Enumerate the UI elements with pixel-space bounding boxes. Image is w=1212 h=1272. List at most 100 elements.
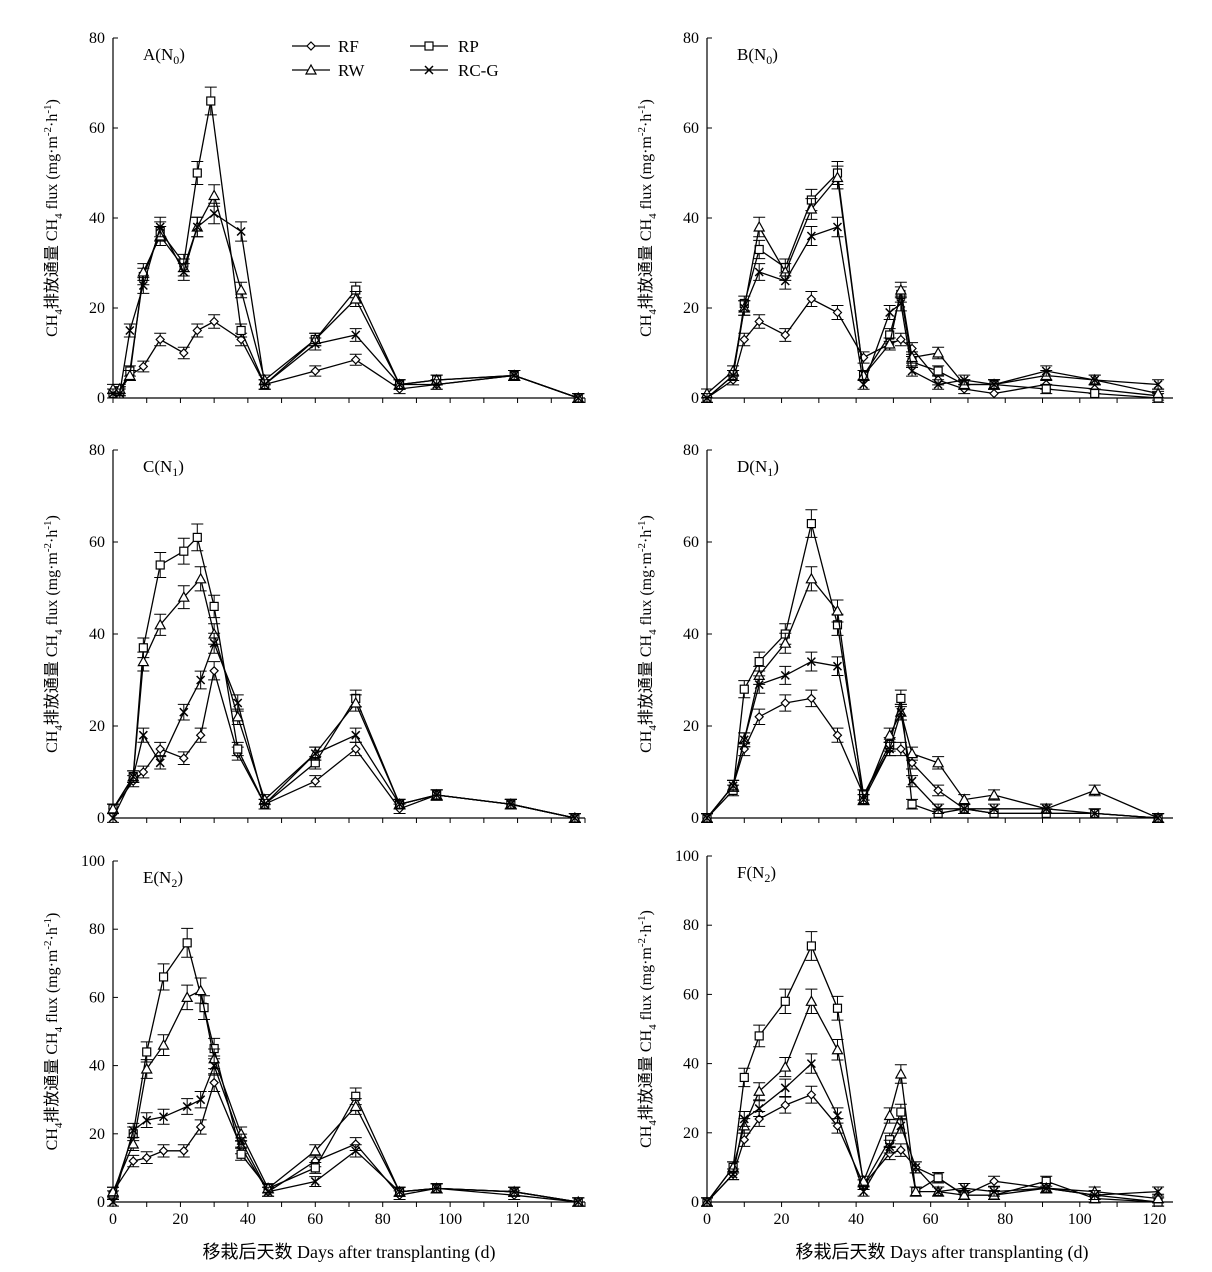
x-tick-label: 80 — [375, 1211, 391, 1228]
legend-item-RF: RF — [292, 37, 359, 56]
data-point — [831, 171, 844, 183]
data-point — [988, 788, 1001, 800]
data-point — [806, 941, 816, 951]
data-point — [127, 1137, 140, 1149]
y-tick-label: 0 — [691, 810, 699, 827]
data-point — [123, 369, 136, 381]
data-point — [780, 1083, 790, 1093]
y-axis-label: CH4排放通量 CH4 flux (mg·m-2·h-1) — [636, 515, 659, 753]
data-point — [932, 346, 945, 358]
data-point — [195, 1122, 206, 1132]
series-line — [706, 171, 1159, 399]
data-point — [832, 661, 843, 671]
y-tick-label: 60 — [89, 989, 105, 1006]
data-point — [753, 220, 766, 232]
legend-label: RP — [458, 37, 479, 56]
data-point — [754, 680, 764, 690]
data-point — [209, 1077, 219, 1088]
series-line — [113, 212, 579, 399]
data-point — [896, 744, 906, 754]
data-point — [125, 325, 135, 336]
data-point — [350, 354, 361, 365]
x-tick-label: 40 — [848, 1211, 864, 1228]
legend-marker — [306, 41, 316, 51]
y-tick-label: 60 — [89, 534, 105, 551]
data-point — [192, 222, 202, 232]
series-line — [706, 577, 1159, 819]
data-point — [832, 307, 843, 318]
y-axis-label: CH4排放通量 CH4 flux (mg·m-2·h-1) — [42, 515, 65, 753]
data-point — [209, 601, 219, 612]
series-RP — [107, 523, 581, 823]
data-point — [907, 366, 917, 376]
data-point — [179, 707, 189, 717]
y-tick-label: 20 — [89, 718, 105, 735]
data-point — [1153, 379, 1163, 390]
data-point — [739, 1072, 749, 1083]
data-point — [142, 1115, 152, 1125]
data-point — [896, 693, 906, 704]
series-RW — [700, 165, 1165, 399]
panel-B: 0 20 40 60 80 B(N0) — [683, 30, 1173, 407]
series-RC-G — [107, 202, 585, 403]
y-axis-label: CH4排放通量 CH4 flux (mg·m-2·h-1) — [636, 99, 659, 337]
data-point — [883, 337, 896, 349]
data-point — [178, 753, 189, 764]
panel-A: 0 20 40 60 80 A(N0) — [89, 30, 586, 407]
series-RC-G — [701, 651, 1165, 823]
data-point — [933, 366, 943, 376]
series-RW — [106, 566, 581, 823]
panel-label: B(N0) — [737, 45, 778, 67]
x-tick-label: 60 — [307, 1211, 323, 1228]
y-tick-label: 60 — [683, 986, 699, 1003]
data-point — [509, 1187, 519, 1197]
data-point — [728, 370, 738, 381]
series-line — [113, 193, 579, 399]
data-point — [911, 1162, 921, 1172]
series-line — [706, 999, 1159, 1203]
data-point — [832, 1003, 843, 1013]
data-point — [231, 710, 244, 722]
x-tick-label: 0 — [703, 1211, 711, 1228]
data-point — [236, 1136, 246, 1146]
data-point — [1041, 804, 1051, 814]
data-point — [209, 638, 219, 648]
legend-item-RW: RW — [292, 61, 365, 80]
data-point — [832, 222, 843, 232]
series-line — [112, 941, 579, 1203]
y-axis-label: CH4排放通量 CH4 flux (mg·m-2·h-1) — [42, 99, 65, 337]
data-point — [1153, 1187, 1163, 1197]
data-point — [155, 560, 165, 570]
series-line — [706, 523, 1159, 819]
data-point — [702, 813, 712, 823]
data-point — [178, 1146, 189, 1156]
data-point — [209, 208, 219, 219]
data-point — [310, 776, 321, 787]
data-point — [806, 1059, 816, 1069]
y-tick-label: 100 — [81, 853, 105, 870]
data-point — [128, 772, 138, 782]
series-RP — [701, 931, 1165, 1207]
data-point — [883, 1109, 896, 1121]
data-point — [989, 379, 999, 390]
data-point — [349, 696, 362, 708]
y-tick-label: 0 — [97, 1194, 105, 1211]
data-point — [702, 393, 712, 403]
data-point — [1090, 375, 1100, 385]
data-point — [739, 1134, 750, 1145]
data-point — [805, 995, 818, 1006]
data-point — [233, 698, 243, 708]
y-tick-label: 80 — [89, 442, 105, 459]
y-tick-label: 80 — [89, 30, 105, 47]
x-tick-label: 80 — [997, 1211, 1013, 1228]
data-point — [155, 334, 166, 345]
data-point — [1090, 1190, 1100, 1200]
data-point — [859, 1187, 869, 1197]
data-point — [194, 572, 207, 584]
y-tick-label: 80 — [683, 30, 699, 47]
data-point — [141, 1152, 152, 1163]
data-point — [831, 604, 844, 616]
data-point — [1041, 1183, 1051, 1193]
data-point — [209, 1061, 219, 1071]
data-point — [702, 1197, 712, 1207]
